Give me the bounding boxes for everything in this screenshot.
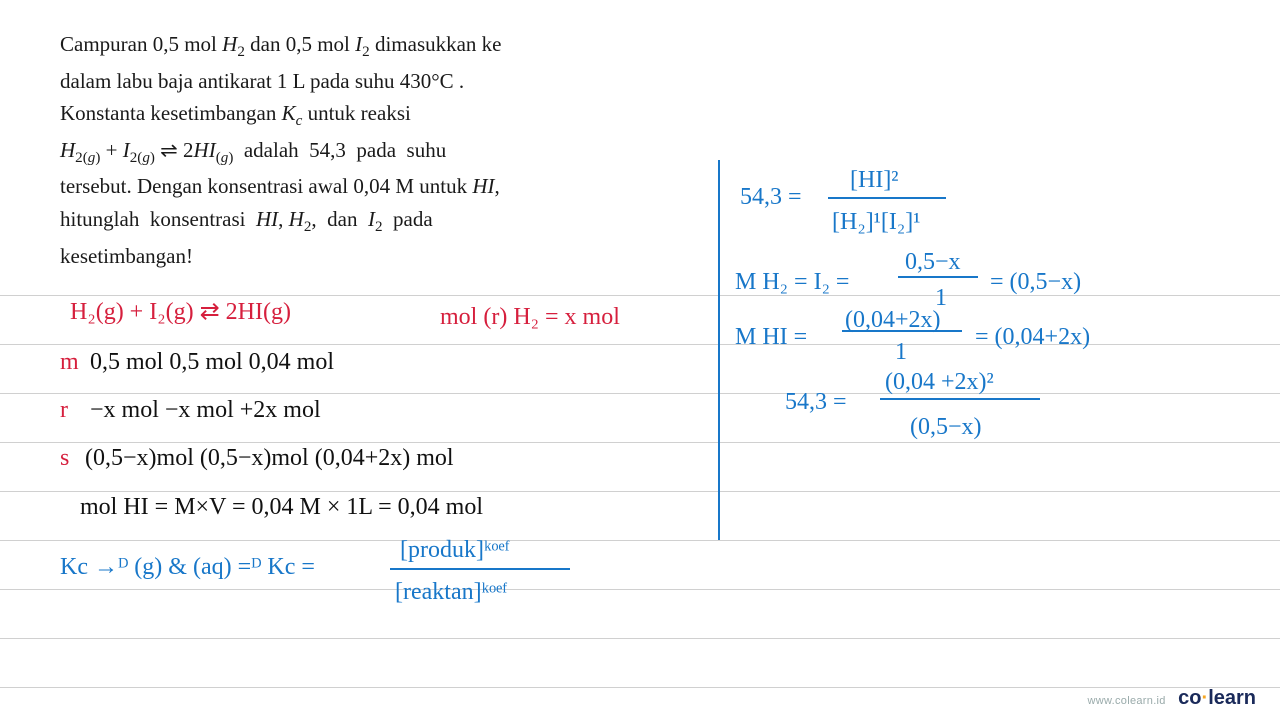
brand-logo: co·learn	[1178, 687, 1256, 709]
work-left-kc_num: [produk]ᵏᵒᵉᶠ	[400, 538, 510, 562]
brand-url: www.colearn.id	[1088, 695, 1166, 707]
work-right-l3_eq: = (0,04+2x)	[975, 325, 1090, 349]
work-right-l3_a: M HI =	[735, 325, 807, 349]
work-left-s_lbl: s	[60, 446, 69, 470]
problem-line-6: hitunglah konsentrasi HI, H2, dan I2 pad…	[60, 207, 433, 231]
problem-line-2: dalam labu baja antikarat 1 L pada suhu …	[60, 69, 464, 93]
ruled-line	[0, 295, 1280, 296]
work-left-r_lbl: r	[60, 398, 68, 422]
work-right-l3_bar	[842, 330, 962, 332]
work-right-l1_den: [H₂]¹[I₂]¹	[832, 210, 920, 234]
work-right-l3_num: (0,04+2x)	[845, 308, 941, 332]
work-right-l1_bar	[828, 197, 946, 199]
work-left-kc_den: [reaktan]ᵏᵒᵉᶠ	[395, 580, 507, 604]
work-left-s: (0,5−x)mol (0,5−x)mol (0,04+2x) mol	[85, 446, 454, 470]
work-right-l2_num: 0,5−x	[905, 250, 961, 274]
problem-line-3: Konstanta kesetimbangan Kc untuk reaksi	[60, 101, 411, 125]
work-right-l1_num: [HI]²	[850, 168, 899, 192]
work-left-kc1: Kc →ᴰ (g) & (aq) =ᴰ Kc =	[60, 555, 315, 579]
work-left-eq: H₂(g) + I₂(g) ⇄ 2HI(g)	[70, 300, 291, 324]
problem-line-4: H2(g) + I2(g) ⇌ 2HI(g) adalah 54,3 pada …	[60, 138, 446, 162]
work-left-m: 0,5 mol 0,5 mol 0,04 mol	[90, 350, 334, 374]
problem-line-5: tersebut. Dengan konsentrasi awal 0,04 M…	[60, 174, 500, 198]
work-left-kc_bar	[390, 568, 570, 570]
work-right-l2_a: M H₂ = I₂ =	[735, 270, 849, 294]
vertical-divider	[718, 160, 720, 540]
work-left-note: mol (r) H₂ = x mol	[440, 305, 620, 329]
work-right-l3_den: 1	[895, 340, 907, 364]
ruled-line	[0, 638, 1280, 639]
problem-statement: Campuran 0,5 mol H2 dan 0,5 mol I2 dimas…	[60, 28, 620, 272]
work-left-mhi: mol HI = M×V = 0,04 M × 1L = 0,04 mol	[80, 495, 483, 519]
work-right-l4_a: 54,3 =	[785, 390, 847, 414]
work-right-l4_bar	[880, 398, 1040, 400]
work-right-l2_eq: = (0,5−x)	[990, 270, 1081, 294]
work-left-m_lbl: m	[60, 350, 79, 374]
ruled-line	[0, 540, 1280, 541]
work-right-l4_den: (0,5−x)	[910, 415, 982, 439]
ruled-line	[0, 589, 1280, 590]
work-left-r: −x mol −x mol +2x mol	[90, 398, 321, 422]
brand-footer: www.colearn.id co·learn	[1088, 687, 1256, 710]
problem-line-7: kesetimbangan!	[60, 244, 193, 268]
ruled-line	[0, 491, 1280, 492]
ruled-line	[0, 442, 1280, 443]
work-right-l1_a: 54,3 =	[740, 185, 802, 209]
work-right-l2_bar	[898, 276, 978, 278]
ruled-line	[0, 393, 1280, 394]
work-right-l4_num: (0,04 +2x)²	[885, 370, 994, 394]
problem-line-1: Campuran 0,5 mol H2 dan 0,5 mol I2 dimas…	[60, 32, 502, 56]
